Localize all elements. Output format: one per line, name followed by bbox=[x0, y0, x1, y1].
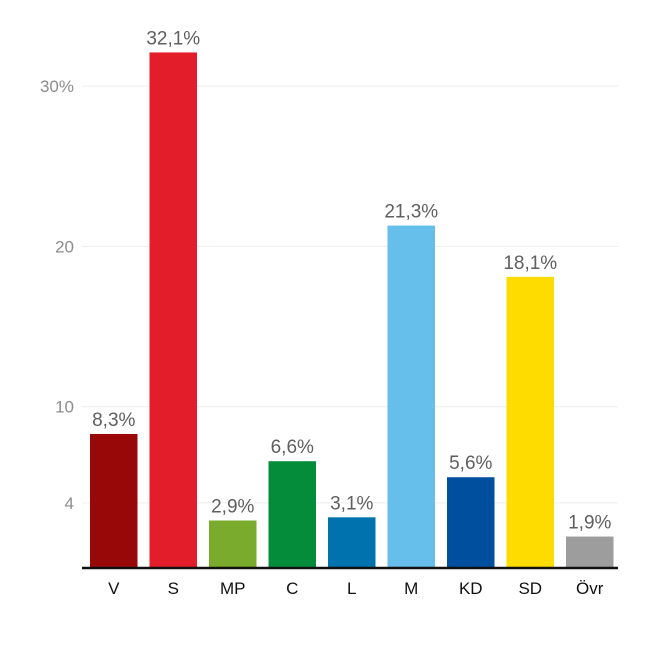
y-tick-label: 30% bbox=[40, 77, 74, 96]
category-label: KD bbox=[459, 579, 483, 598]
bar-övr bbox=[566, 536, 614, 567]
bars bbox=[90, 52, 614, 568]
category-labels: V S MP C L M KD SD Övr bbox=[108, 579, 604, 598]
bar-v bbox=[90, 433, 138, 567]
category-label: M bbox=[404, 579, 418, 598]
category-label: S bbox=[168, 579, 179, 598]
category-label: L bbox=[347, 579, 356, 598]
data-label: 2,9% bbox=[211, 497, 254, 518]
y-tick-label: 10 bbox=[55, 398, 74, 417]
category-label: V bbox=[108, 579, 120, 598]
bar-c bbox=[268, 461, 316, 567]
bar-kd bbox=[447, 477, 495, 567]
category-label: SD bbox=[518, 579, 542, 598]
category-label: C bbox=[286, 579, 298, 598]
data-label: 18,1% bbox=[503, 253, 557, 274]
y-axis-ticks: 4 10 20 30% bbox=[40, 77, 74, 513]
bar-m bbox=[387, 225, 435, 567]
data-label: 32,1% bbox=[146, 28, 200, 49]
category-label: Övr bbox=[576, 579, 604, 598]
data-label: 5,6% bbox=[449, 453, 492, 474]
data-label: 8,3% bbox=[92, 410, 135, 431]
bar-mp bbox=[209, 520, 257, 567]
y-tick-label: 20 bbox=[55, 237, 74, 256]
bar-s bbox=[149, 52, 197, 568]
bar-sd bbox=[506, 276, 554, 567]
data-labels: 8,3% 32,1% 2,9% 6,6% 3,1% 21,3% 5,6% 18,1% 1,9% bbox=[92, 28, 611, 533]
category-label: MP bbox=[220, 579, 246, 598]
data-label: 6,6% bbox=[271, 437, 314, 458]
data-label: 3,1% bbox=[330, 493, 373, 514]
bar-l bbox=[328, 517, 376, 567]
data-label: 21,3% bbox=[384, 202, 438, 223]
data-label: 1,9% bbox=[568, 513, 611, 534]
y-tick-label: 4 bbox=[65, 494, 74, 513]
